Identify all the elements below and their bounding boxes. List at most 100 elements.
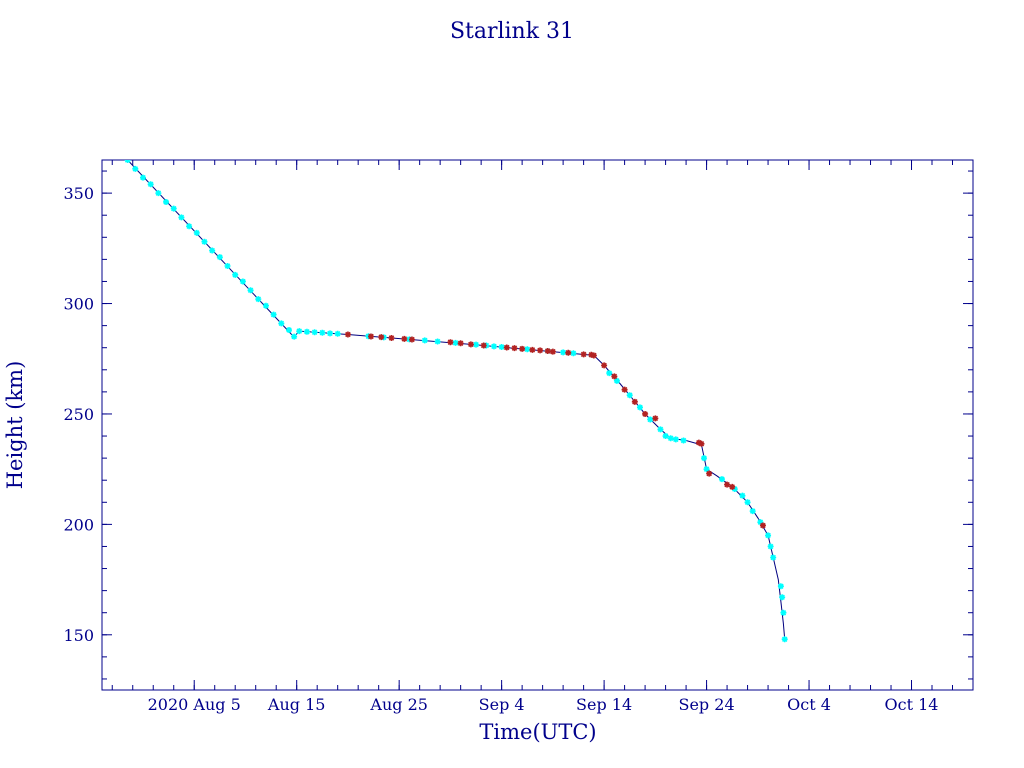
data-point-cyan [247,287,254,294]
data-point-cyan [765,532,772,539]
data-point-cyan [239,278,246,285]
data-point-cyan [570,350,577,357]
y-axis-title: Height (km) [3,361,27,490]
data-point-cyan [147,181,154,188]
x-tick-label: Oct 14 [885,695,939,714]
chart-title: Starlink 31 [450,19,574,44]
data-point-cyan [193,229,200,236]
plot-content [124,160,788,643]
data-point-red [642,410,649,417]
data-point-cyan [524,346,531,353]
data-point-red [724,481,731,488]
x-tick-label: Sep 4 [479,695,525,714]
x-tick-label: Aug 15 [267,695,326,714]
data-point-red [759,522,766,529]
data-point-cyan [767,543,774,550]
data-point-red [467,341,474,348]
data-point-cyan [201,238,208,245]
data-point-red [549,348,556,355]
data-point-cyan [490,343,497,350]
data-point-cyan [319,329,326,336]
data-point-cyan [124,160,131,163]
data-point-cyan [278,320,285,327]
data-point-red [457,340,464,347]
data-point-cyan [262,302,269,309]
data-point-cyan [701,455,708,462]
data-point-red [378,334,385,341]
data-point-red [529,346,536,353]
data-point-red [367,333,374,340]
data-point-cyan [303,328,310,335]
data-point-cyan [270,311,277,318]
data-point-cyan [498,344,505,351]
data-point-red [519,345,526,352]
data-point-cyan [155,190,162,197]
data-point-cyan [132,165,139,172]
x-tick-label: Aug 25 [369,695,428,714]
data-point-cyan [334,330,341,337]
x-tick-label: Sep 24 [679,695,735,714]
data-point-cyan [434,338,441,345]
x-tick-label: 2020 Aug 5 [148,695,241,714]
data-point-red [544,348,551,355]
data-point-red [611,373,618,380]
data-point-cyan [731,486,738,493]
data-point-cyan [296,328,303,335]
data-point-cyan [216,254,223,261]
data-point-red [590,352,597,359]
data-point-red [621,386,628,393]
x-tick-label: Sep 14 [576,695,632,714]
plot-frame [101,159,974,691]
series-red-points [344,331,766,529]
data-point-cyan [421,337,428,344]
data-point-red [729,483,736,490]
data-point-cyan [232,271,239,278]
data-point-red [388,334,395,341]
data-point-cyan [757,519,764,526]
data-point-red [503,344,510,351]
data-point-cyan [613,377,620,384]
data-point-cyan [680,437,687,444]
data-point-red [447,339,454,346]
data-point-cyan [777,583,784,590]
data-point-cyan [657,426,664,433]
data-point-red [580,351,587,358]
data-point-cyan [560,349,567,356]
data-point-cyan [779,594,786,601]
data-point-cyan [781,636,788,643]
data-point-red [537,347,544,354]
data-point-cyan [291,333,298,340]
y-tick-label: 250 [63,405,94,424]
height-trajectory-line [127,160,786,640]
data-point-cyan [770,554,777,561]
data-point-red [652,415,659,422]
data-point-cyan [186,223,193,230]
data-point-red [344,331,351,338]
data-point-cyan [749,508,756,515]
data-point-red [565,349,572,356]
data-point-cyan [224,263,231,269]
data-point-cyan [647,416,654,423]
data-point-red [706,470,713,477]
data-point-cyan [170,205,177,212]
data-point-red [698,440,705,447]
data-point-cyan [626,392,633,399]
data-point-cyan [178,214,185,221]
data-point-cyan [311,329,318,336]
data-point-cyan [286,327,293,334]
x-axis-title: Time(UTC) [479,720,596,744]
plot-area [124,160,788,643]
data-point-cyan [636,404,643,411]
data-point-red [695,439,702,446]
data-point-cyan [473,341,480,348]
data-point-cyan [744,499,751,506]
x-tick-label: Oct 4 [787,695,831,714]
y-tick-label: 350 [63,184,94,203]
data-point-cyan [667,435,674,442]
data-point-cyan [718,476,725,483]
data-point-cyan [209,247,216,254]
data-point-red [511,345,518,352]
data-point-red [408,336,415,343]
data-point-cyan [452,339,459,346]
